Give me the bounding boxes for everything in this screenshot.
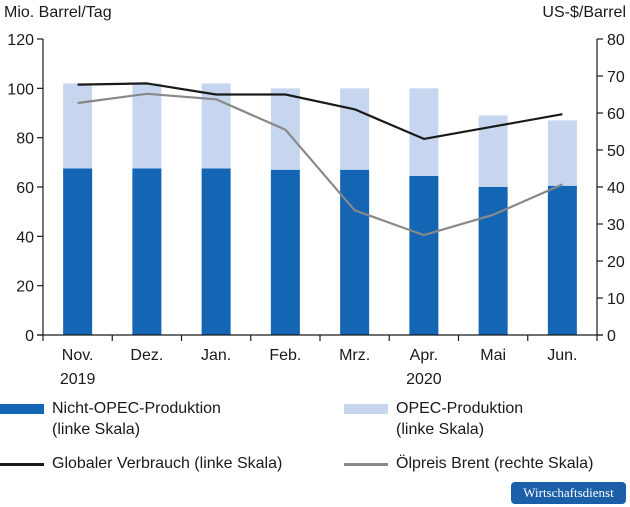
legend-swatch-opec: [344, 404, 388, 414]
bar-non-opec: [201, 168, 231, 335]
right-tick-label: 40: [607, 180, 625, 197]
x-tick-label: Nov.: [62, 347, 94, 364]
legend-swatch-brent: [344, 463, 388, 466]
bar-opec: [340, 88, 370, 170]
legend-swatch-non-opec: [0, 404, 44, 414]
left-tick-label: 20: [16, 279, 34, 296]
x-tick-label: Mai: [480, 347, 506, 364]
bar-non-opec: [132, 168, 162, 335]
left-tick-label: 120: [7, 32, 34, 49]
bar-non-opec: [409, 175, 439, 335]
right-tick-label: 30: [607, 217, 625, 234]
legend-label-opec: OPEC-Produktion (linke Skala): [396, 400, 524, 438]
right-tick-label: 20: [607, 254, 625, 271]
left-tick-label: 80: [16, 131, 34, 148]
legend-label-brent: Ölpreis Brent (rechte Skala): [396, 455, 594, 472]
bar-opec: [63, 83, 93, 169]
left-axis-unit: Mio. Barrel/Tag: [4, 4, 112, 21]
global-consumption-line: [77, 82, 563, 140]
x-tick-label: Jun.: [547, 347, 577, 364]
x-year-label: 2019: [60, 371, 96, 388]
right-tick-label: 0: [607, 328, 616, 345]
right-tick-label: 80: [607, 32, 625, 49]
left-tick-label: 0: [25, 328, 34, 345]
legend-label-consumption: Globaler Verbrauch (linke Skala): [52, 455, 283, 472]
x-tick-label: Mrz.: [339, 347, 370, 364]
bar-non-opec: [63, 168, 93, 335]
x-tick-label: Feb.: [269, 347, 301, 364]
brent-price-line: [77, 92, 563, 237]
right-tick-label: 60: [607, 106, 625, 123]
left-tick-label: 100: [7, 81, 34, 98]
right-tick-label: 70: [607, 69, 625, 86]
left-tick-label: 40: [16, 229, 34, 246]
right-axis-unit: US-$/Barrel: [542, 4, 626, 21]
bar-non-opec: [270, 169, 300, 335]
left-tick-label: 60: [16, 180, 34, 197]
right-tick-label: 50: [607, 143, 625, 160]
bar-opec: [547, 120, 577, 186]
x-tick-label: Jan.: [201, 347, 231, 364]
x-tick-label: Dez.: [130, 347, 163, 364]
x-year-label: 2020: [406, 371, 442, 388]
publisher-badge: Wirtschaftsdienst: [511, 482, 626, 504]
right-tick-label: 10: [607, 291, 625, 308]
bar-opec: [201, 83, 231, 169]
legend-swatch-consumption: [0, 463, 44, 466]
bar-non-opec: [547, 185, 577, 335]
bar-opec: [409, 88, 439, 176]
bar-non-opec: [340, 169, 370, 335]
x-tick-label: Apr.: [410, 347, 438, 364]
bar-opec: [132, 83, 162, 169]
legend-label-non-opec: Nicht-OPEC-Produktion (linke Skala): [52, 400, 221, 438]
chart-area: 0 20 40 60 80 100 120 0 10 20 30 40 50 60 70 80 Nov. Dez.…: [7, 32, 625, 388]
